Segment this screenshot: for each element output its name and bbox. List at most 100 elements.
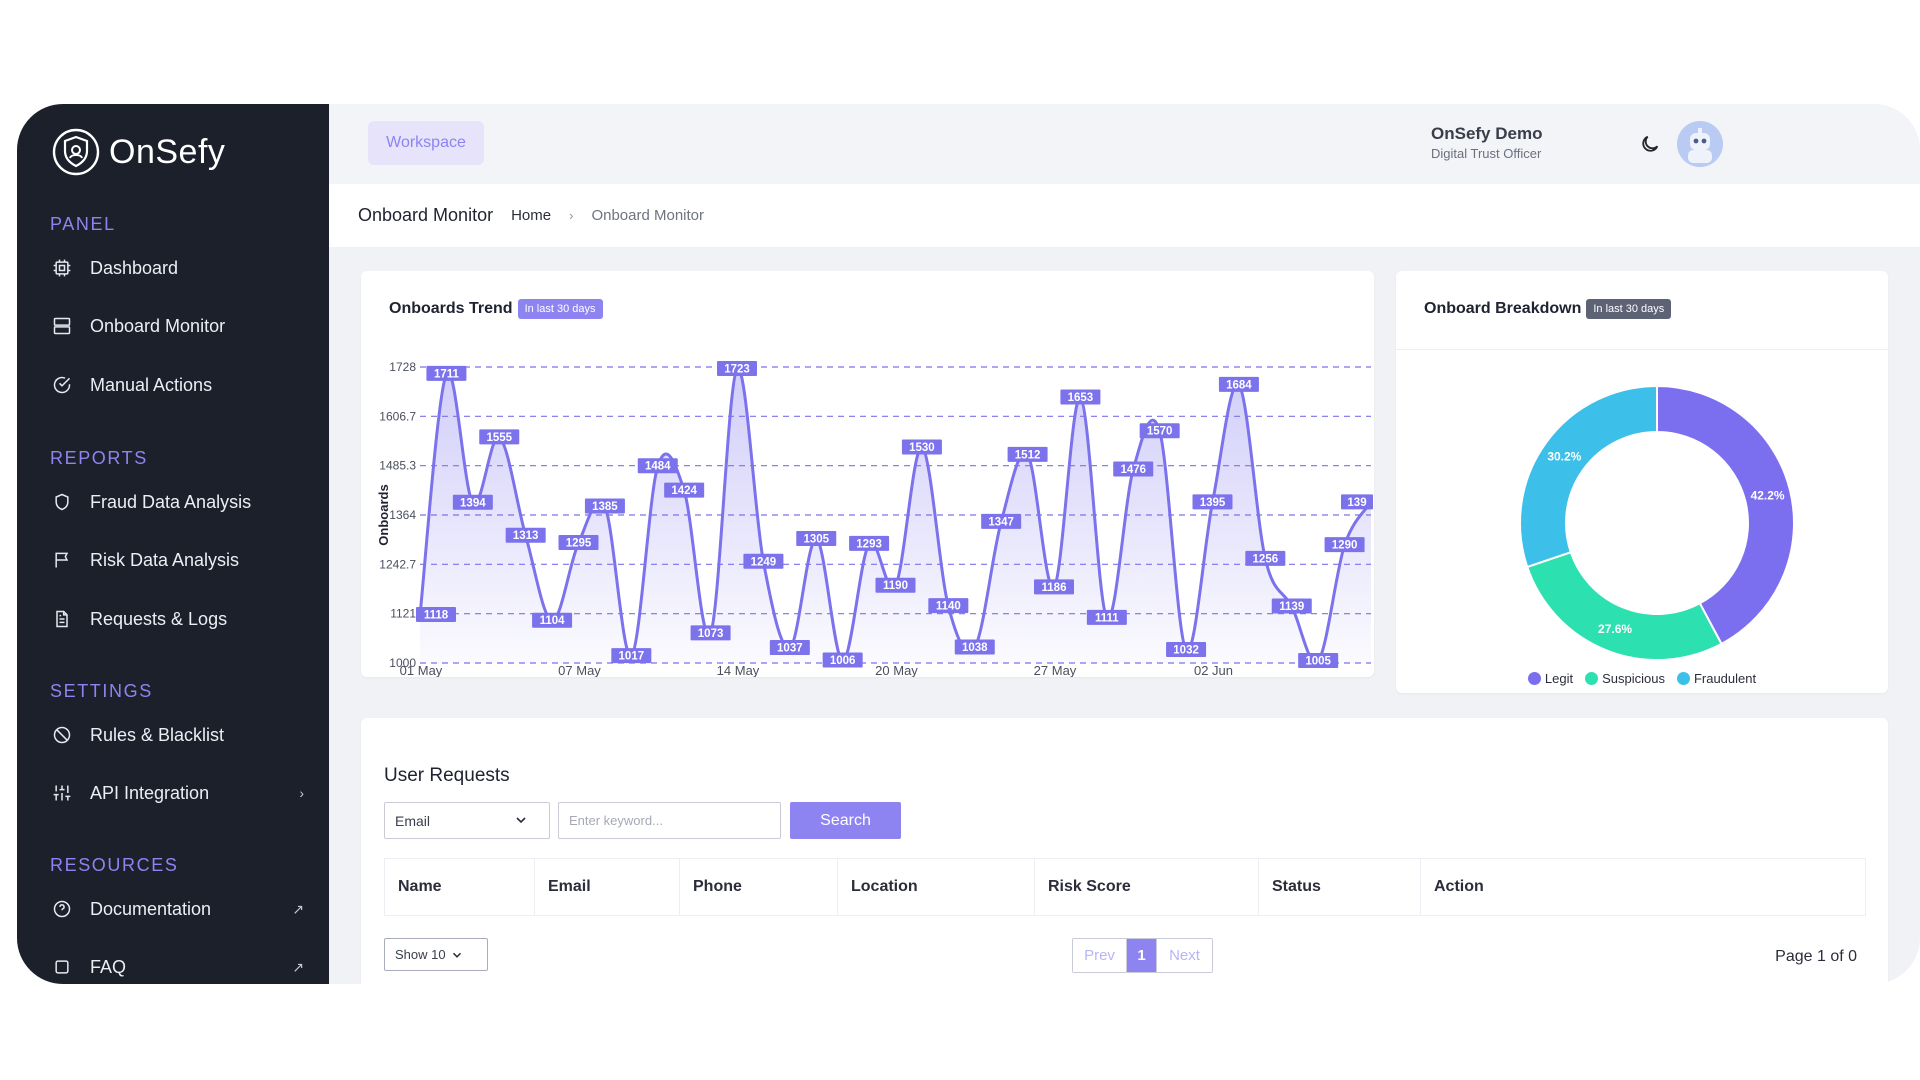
data-label[interactable]: 1118 [424,610,449,622]
sidebar-item-rules-blacklist[interactable]: Rules & Blacklist [50,713,312,757]
nav-section-resources: RESOURCES [50,855,179,875]
data-label[interactable]: 1530 [909,442,935,454]
column-header-status[interactable]: Status [1258,858,1421,916]
data-label-box [1298,652,1339,668]
user-requests-card: User Requests Email Search Name Email Ph… [361,718,1888,984]
donut-slice-legit[interactable] [1656,384,1795,646]
column-header-name[interactable]: Name [384,858,535,916]
sidebar-item-api-integration[interactable]: API Integration › [50,771,312,815]
data-label-box [637,458,678,474]
breakdown-range-badge: In last 30 days [1586,299,1672,319]
sidebar-item-label: Manual Actions [90,374,213,395]
nav-section-reports: REPORTS [50,448,148,468]
data-label[interactable]: 1512 [1015,449,1041,461]
data-label[interactable]: 1006 [830,655,856,667]
avatar[interactable] [1677,121,1723,167]
data-label[interactable]: 1111 [1095,612,1119,624]
data-label[interactable]: 1570 [1147,426,1173,438]
app-window: OnSefy PANEL Dashboard Onboard Monitor M… [17,104,1920,984]
data-label[interactable]: 1139 [1279,601,1304,613]
legend-item-fraudulent[interactable]: Fraudulent [1676,671,1756,686]
data-label[interactable]: 1256 [1253,553,1279,565]
sidebar-item-onboard-monitor[interactable]: Onboard Monitor [50,304,312,348]
data-label[interactable]: 1038 [962,642,988,654]
data-label[interactable]: 1032 [1173,644,1199,656]
sidebar: OnSefy PANEL Dashboard Onboard Monitor M… [17,104,329,984]
x-tick-label: 07 May [558,663,601,677]
data-label[interactable]: 1424 [671,485,697,497]
legend-item-suspicious[interactable]: Suspicious [1585,671,1665,686]
brand[interactable]: OnSefy [51,122,225,182]
external-link-icon: ↗ [292,900,304,917]
column-header-action[interactable]: Action [1420,858,1866,916]
legend-label: Legit [1544,671,1574,686]
data-label[interactable]: 1484 [645,461,671,473]
y-tick-label: 1606.7 [379,409,416,423]
legend-item-legit[interactable]: Legit [1527,671,1574,686]
data-label[interactable]: 1555 [486,432,512,444]
column-header-email[interactable]: Email [534,858,680,916]
data-label[interactable]: 1723 [724,364,750,376]
prev-page-button[interactable]: Prev [1073,939,1127,972]
search-field-select[interactable]: Email [384,802,550,839]
data-label[interactable]: 1305 [803,533,829,545]
breadcrumb-home[interactable]: Home [511,207,552,224]
data-label[interactable]: 1295 [566,538,592,550]
column-header-risk-score[interactable]: Risk Score [1034,858,1259,916]
data-label[interactable]: 1293 [856,538,882,550]
page-title: Onboard Monitor [358,205,494,225]
search-button[interactable]: Search [790,802,901,839]
sidebar-item-dashboard[interactable]: Dashboard [50,246,312,290]
data-label[interactable]: 1385 [592,501,618,513]
data-label[interactable]: 1684 [1226,379,1252,391]
data-label[interactable]: 1017 [619,651,645,663]
data-label[interactable]: 1290 [1332,540,1358,552]
page-button-current[interactable]: 1 [1127,939,1156,972]
legend-dot [1676,672,1690,685]
check-circle-icon [50,373,74,397]
data-label[interactable]: 1476 [1120,464,1146,476]
data-label[interactable]: 1037 [777,642,803,654]
data-label[interactable]: 1395 [1200,497,1226,509]
data-label[interactable]: 1711 [434,368,460,380]
data-label[interactable]: 1394 [460,497,486,509]
column-header-location[interactable]: Location [837,858,1035,916]
flag-icon [50,548,74,572]
next-page-button[interactable]: Next [1156,939,1212,972]
data-label[interactable]: 1104 [540,615,566,627]
table-header-row: Name Email Phone Location Risk Score Sta… [384,858,1866,916]
data-label-box [1341,494,1373,510]
workspace-button[interactable]: Workspace [368,121,484,165]
data-label[interactable]: 1190 [883,580,908,592]
data-label-box [1245,550,1286,566]
donut-slice-fraudulent[interactable] [1519,384,1658,569]
user-role: Digital Trust Officer [1431,146,1542,161]
sidebar-item-label: Risk Data Analysis [90,549,240,570]
data-label[interactable]: 1653 [1068,392,1094,404]
sidebar-item-risk-data-analysis[interactable]: Risk Data Analysis [50,538,312,582]
sidebar-item-fraud-data-analysis[interactable]: Fraud Data Analysis [50,480,312,524]
data-label[interactable]: 1249 [751,556,777,568]
sidebar-item-documentation[interactable]: Documentation ↗ [50,887,312,931]
data-label-box [532,612,573,628]
data-label[interactable]: 1347 [988,516,1014,528]
sidebar-item-requests-logs[interactable]: Requests & Logs [50,597,312,641]
user-name: OnSefy Demo [1431,124,1543,143]
sidebar-item-label: Documentation [90,898,212,919]
data-label-box [1166,641,1207,657]
sidebar-item-faq[interactable]: FAQ ↗ [50,945,312,984]
donut-slice-suspicious[interactable] [1525,550,1723,661]
page-size-select[interactable]: Show 10 [384,938,488,971]
data-label[interactable]: 1073 [698,628,724,640]
data-label[interactable]: 1313 [513,530,539,542]
data-label[interactable]: 139 [1347,497,1366,509]
keyword-search-input[interactable] [558,802,781,839]
data-label[interactable]: 1186 [1042,582,1067,594]
column-header-phone[interactable]: Phone [679,858,838,916]
sidebar-item-manual-actions[interactable]: Manual Actions [50,363,312,407]
onboards-trend-card: 1000 1121 1242.7 1364 1485.3 1606.7 1728 Onboar… [361,271,1374,677]
data-label-box [1192,494,1233,510]
moon-icon[interactable] [1636,130,1664,158]
data-label[interactable]: 1140 [936,601,961,613]
data-label[interactable]: 1005 [1305,655,1331,667]
